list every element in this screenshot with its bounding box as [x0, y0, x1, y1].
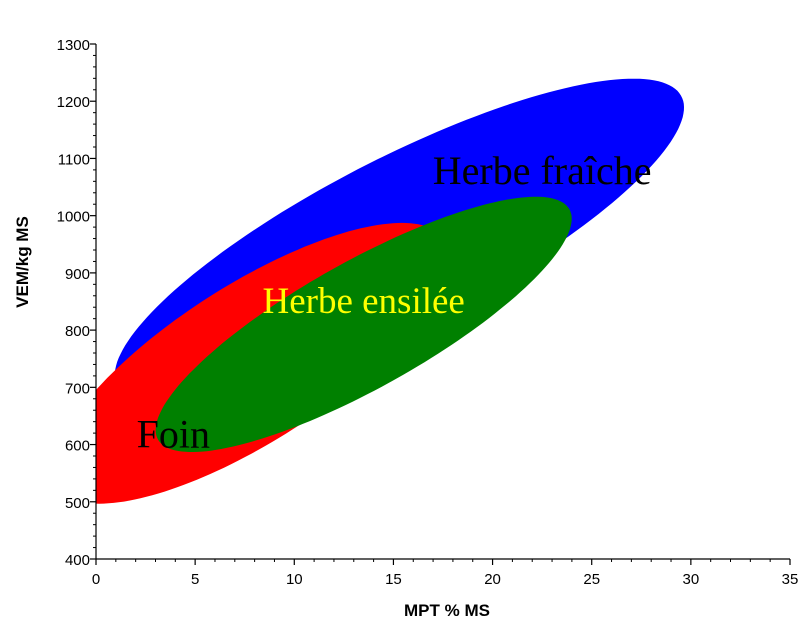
region-herbe-ensil-e — [155, 196, 572, 452]
x-tick-label: 25 — [583, 571, 600, 588]
x-axis-ticks: 0 5 10 15 20 25 30 35 — [92, 559, 799, 588]
x-tick-label: 0 — [92, 571, 100, 588]
y-axis-ticks: 400 500 600 700 800 900 1000 1100 1200 1300 — [57, 37, 96, 569]
y-tick-label: 400 — [65, 552, 90, 569]
x-tick-label: 10 — [286, 571, 303, 588]
region-label-herbe-fra-che: Herbe fraîche — [433, 148, 652, 193]
y-tick-label: 600 — [65, 438, 90, 455]
y-tick-label: 700 — [65, 380, 90, 397]
y-tick-label: 900 — [65, 266, 90, 283]
x-tick-label: 35 — [782, 571, 799, 588]
x-axis-title: MPT % MS — [404, 601, 490, 620]
y-axis-title: VEM/kg MS — [13, 216, 32, 308]
x-tick-label: 5 — [191, 571, 199, 588]
axes — [95, 44, 790, 560]
x-tick-label: 20 — [484, 571, 501, 588]
regions-layer — [96, 78, 685, 504]
y-tick-label: 800 — [65, 323, 90, 340]
y-tick-label: 1300 — [57, 37, 90, 54]
y-tick-label: 500 — [65, 495, 90, 512]
region-label-foin: Foin — [137, 411, 210, 456]
x-tick-label: 15 — [385, 571, 402, 588]
y-tick-label: 1100 — [58, 151, 90, 168]
region-label-herbe-ensil-e: Herbe ensilée — [262, 281, 464, 322]
region-labels-layer: Herbe fraîche Foin Herbe ensilée — [137, 148, 652, 456]
x-tick-label: 30 — [683, 571, 700, 588]
y-tick-label: 1200 — [57, 94, 90, 111]
y-tick-label: 1000 — [57, 209, 90, 226]
